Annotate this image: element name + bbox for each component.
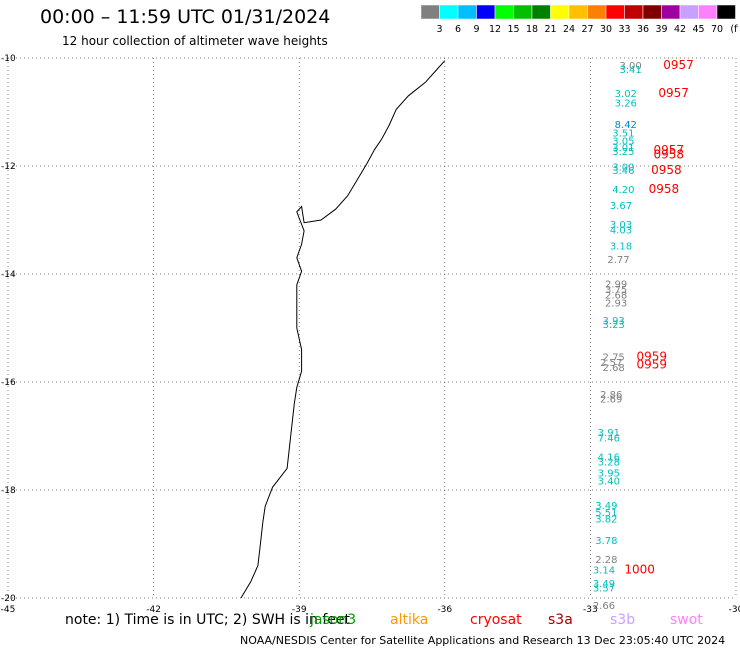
scale-label: 33: [618, 24, 630, 35]
scale-label: 12: [489, 24, 501, 35]
time-label: 0958: [653, 147, 684, 161]
x-tick-label: -45: [1, 605, 16, 615]
x-tick-label: -36: [437, 605, 452, 615]
time-label: 0958: [651, 163, 682, 177]
scale-swatch: [716, 4, 736, 20]
satellite-jason3: jason3: [310, 612, 357, 628]
wave-height-label: 3.00: [620, 61, 642, 72]
wave-height-label: 3.78: [595, 536, 617, 547]
x-tick-label: -42: [146, 605, 161, 615]
scale-label: 36: [637, 24, 649, 35]
scale-label: 27: [581, 24, 593, 35]
y-tick-label: -12: [1, 162, 16, 172]
wave-height-label: 3.57: [593, 584, 615, 595]
y-tick-label: -10: [1, 54, 16, 64]
wave-height-label: 2.57: [600, 358, 622, 369]
y-tick-label: -16: [1, 378, 16, 388]
wave-height-label: 2.86: [600, 390, 622, 401]
wave-height-label: 3.67: [610, 201, 632, 212]
wave-height-label: 3.05: [612, 136, 634, 147]
scale-label: 45: [692, 24, 704, 35]
wave-height-label: 2.28: [595, 555, 617, 566]
satellite-s3a: s3a: [548, 612, 573, 628]
wave-height-label: 2.68: [605, 290, 627, 301]
scale-label: 6: [455, 24, 461, 35]
wave-height-label: 3.01: [612, 143, 634, 154]
wave-height-label: 8.42: [615, 120, 637, 131]
x-tick-label: -30: [729, 605, 740, 615]
scale-label: (ft): [730, 24, 738, 35]
note-text: note: 1) Time is in UTC; 2) SWH is in fe…: [65, 612, 351, 628]
wave-height-label: 3.40: [598, 477, 620, 488]
chart-subtitle: 12 hour collection of altimeter wave hei…: [62, 34, 328, 48]
wave-height-label: 2.69: [600, 395, 622, 406]
wave-height-label: 3.41: [620, 65, 642, 76]
scale-label: 70: [711, 24, 723, 35]
scale-label: 21: [544, 24, 556, 35]
coastline: [240, 60, 446, 599]
grid-lines: [7, 57, 737, 599]
wave-height-label: 4.03: [610, 226, 632, 237]
satellite-altika: altika: [390, 612, 429, 628]
time-label: 0957: [663, 58, 694, 72]
note-row: note: 1) Time is in UTC; 2) SWH is in fe…: [0, 610, 740, 632]
time-label: 0959: [637, 349, 668, 363]
footer-credit: NOAA/NESDIS Center for Satellite Applica…: [240, 634, 726, 647]
wave-height-label: 3.82: [595, 514, 617, 525]
wave-height-label: 3.25: [612, 147, 634, 158]
wave-height-label: 3.14: [593, 566, 615, 577]
scale-label: 15: [507, 24, 519, 35]
x-tick-label: -33: [583, 605, 598, 615]
y-tick-label: -14: [1, 270, 16, 280]
wave-height-label: 2.66: [593, 601, 615, 612]
wave-height-label: 3.28: [598, 458, 620, 469]
wave-height-label: 3.26: [615, 99, 637, 110]
time-label: 0958: [649, 182, 680, 196]
wave-height-label: 2.77: [607, 255, 629, 266]
wave-height-label: 3.18: [610, 242, 632, 253]
wave-height-label: 3.02: [615, 89, 637, 100]
wave-height-label: 2.75: [603, 352, 625, 363]
time-label: 1000: [624, 563, 655, 577]
time-label: 0959: [637, 358, 668, 372]
x-tick-label: -39: [292, 605, 307, 615]
wave-height-label: 3.51: [612, 128, 634, 139]
satellite-swot: swot: [670, 612, 703, 628]
y-tick-label: -18: [1, 486, 16, 496]
wave-height-label: 3.03: [610, 220, 632, 231]
wave-height-label: 3.46: [612, 166, 634, 177]
wave-height-label: 3.49: [593, 579, 615, 590]
wave-height-label: 3.75: [605, 285, 627, 296]
wave-height-label: 3.49: [595, 501, 617, 512]
scale-label: 24: [563, 24, 575, 35]
wave-height-label: 2.99: [605, 280, 627, 291]
wave-height-label: 3.00: [612, 162, 634, 173]
scale-label: 42: [674, 24, 686, 35]
wave-height-label: 7.46: [598, 433, 620, 444]
wave-height-label: 5.51: [595, 508, 617, 519]
scale-label: 39: [655, 24, 667, 35]
scale-label: 9: [473, 24, 479, 35]
wave-height-label: 3.95: [598, 469, 620, 480]
y-tick-label: -20: [1, 594, 16, 604]
scale-label: 3: [436, 24, 442, 35]
chart-title: 00:00 – 11:59 UTC 01/31/2024: [40, 6, 331, 28]
wave-height-label: 3.91: [598, 428, 620, 439]
wave-height-label: 4.20: [612, 185, 634, 196]
wave-height-label: 3.23: [603, 320, 625, 331]
wave-height-label: 3.93: [603, 316, 625, 327]
scale-label: 18: [526, 24, 538, 35]
time-label: 0957: [653, 143, 684, 157]
wave-height-label: 2.68: [603, 363, 625, 374]
satellite-s3b: s3b: [610, 612, 636, 628]
wave-height-label: 4.16: [598, 452, 620, 463]
wave-height-label: 2.93: [605, 298, 627, 309]
time-label: 0957: [658, 86, 689, 100]
scale-label: 30: [600, 24, 612, 35]
satellite-cryosat: cryosat: [470, 612, 522, 628]
